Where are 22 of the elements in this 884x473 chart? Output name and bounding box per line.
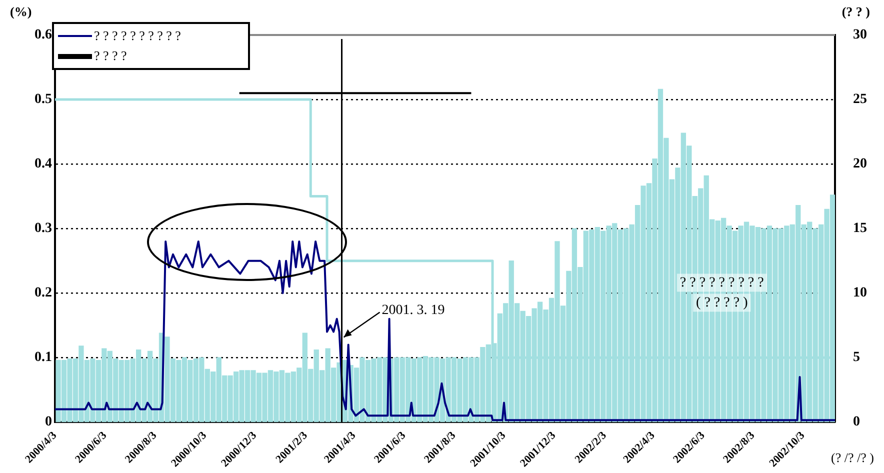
y2-tick-label: 30 <box>853 28 867 43</box>
annotation: ? ? ? ? ? ? ? ? ? <box>680 275 764 290</box>
legend-label: ? ? ? ? <box>94 48 127 64</box>
y2-tick-label: 20 <box>853 156 867 172</box>
x-axis-title: (? /? /? ) <box>831 450 874 466</box>
annotation: ( ? ? ? ? ) <box>696 295 748 310</box>
y-tick-label: 0.1 <box>34 350 52 366</box>
y2-tick-label: 25 <box>853 92 867 108</box>
y-tick-label: 0.2 <box>34 286 52 301</box>
y2-tick-label: 0 <box>853 414 860 430</box>
y-tick-label: 0.6 <box>34 28 52 43</box>
y2-tick-label: 5 <box>853 350 860 366</box>
y-tick-label: 0 <box>45 414 52 430</box>
y2-tick-label: 15 <box>853 221 867 236</box>
annotation: 2001. 3. 19 <box>382 302 445 318</box>
y2-axis-title: (? ? ) <box>842 4 870 20</box>
y-axis-title: (%) <box>10 4 32 20</box>
y2-tick-label: 10 <box>853 286 867 301</box>
y-tick-label: 0.4 <box>34 156 52 172</box>
y-tick-label: 0.5 <box>34 92 52 108</box>
y-tick-label: 0.3 <box>34 221 52 236</box>
legend-label: ? ? ? ? ? ? ? ? ? ? <box>94 28 181 44</box>
